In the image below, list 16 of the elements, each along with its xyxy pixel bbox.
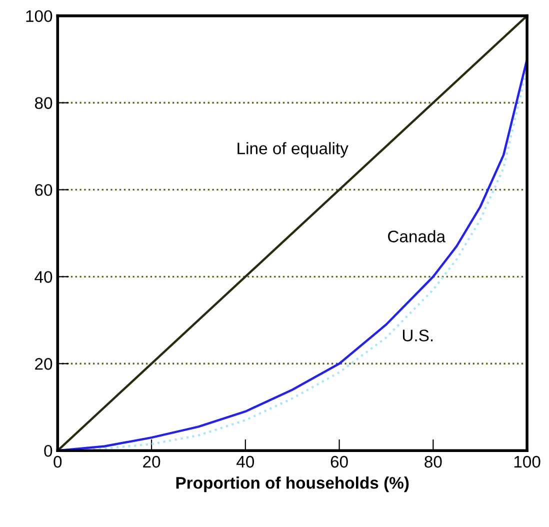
x-tick-label: 20 xyxy=(143,456,160,468)
y-tick-label: 80 xyxy=(34,97,52,109)
series-label: U.S. xyxy=(402,330,433,342)
x-tick-label: 40 xyxy=(236,456,254,468)
y-tick-label: 20 xyxy=(35,358,52,370)
y-tick-label: 100 xyxy=(26,10,52,22)
x-tick-label: 60 xyxy=(330,456,348,468)
series-label: Canada xyxy=(388,230,446,242)
x-axis-title: Proportion of households (%) xyxy=(176,476,409,492)
series-label: Line of equality xyxy=(238,142,348,158)
y-tick-label: 0 xyxy=(44,444,52,457)
y-tick-label: 40 xyxy=(34,271,52,283)
x-tick-label: 0 xyxy=(54,456,62,468)
x-tick-label: 100 xyxy=(514,456,540,468)
x-tick-label: 80 xyxy=(424,456,442,468)
y-tick-label: 60 xyxy=(35,184,52,196)
